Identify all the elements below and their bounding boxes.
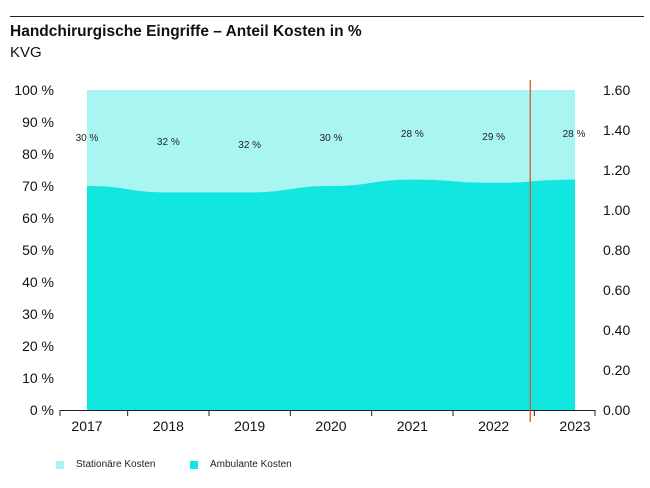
top-rule <box>10 16 644 17</box>
data-label-2017: 30 % <box>76 133 99 144</box>
y-right-tick-label: 0.80 <box>603 242 630 258</box>
data-label-2020: 30 % <box>320 133 343 144</box>
y-right-tick-label: 1.00 <box>603 202 630 218</box>
y-left-tick-label: 80 % <box>22 146 54 162</box>
y-right-tick-label: 0.20 <box>603 362 630 378</box>
legend-item-ambulant: Ambulante Kosten <box>190 459 292 470</box>
y-left-tick-label: 100 % <box>14 82 54 98</box>
y-right-tick-label: 0.00 <box>603 402 630 418</box>
data-label-2022: 29 % <box>482 132 505 143</box>
legend-item-stationaer: Stationäre Kosten <box>56 459 156 470</box>
data-label-2023: 28 % <box>563 129 586 140</box>
y-left-tick-label: 20 % <box>22 338 54 354</box>
x-tick-label-2017: 2017 <box>71 418 102 434</box>
y-left-tick-label: 50 % <box>22 242 54 258</box>
x-tick-label-2022: 2022 <box>478 418 509 434</box>
x-tick-label-2020: 2020 <box>315 418 346 434</box>
x-tick-label-2018: 2018 <box>153 418 184 434</box>
data-label-2018: 32 % <box>157 137 180 148</box>
data-label-2021: 28 % <box>401 129 424 140</box>
legend-label-ambulant: Ambulante Kosten <box>210 459 292 470</box>
y-right-tick-label: 1.20 <box>603 162 630 178</box>
x-tick-label-2019: 2019 <box>234 418 265 434</box>
chart-subtitle: KVG <box>10 44 42 61</box>
chart-title: Handchirurgische Eingriffe – Anteil Kost… <box>10 23 362 40</box>
y-left-tick-label: 40 % <box>22 274 54 290</box>
y-left-tick-label: 30 % <box>22 306 54 322</box>
x-tick-label-2021: 2021 <box>397 418 428 434</box>
y-right-tick-label: 1.40 <box>603 122 630 138</box>
y-left-tick-label: 0 % <box>30 402 54 418</box>
y-left-tick-label: 70 % <box>22 178 54 194</box>
y-left-tick-label: 10 % <box>22 370 54 386</box>
legend-label-stationaer: Stationäre Kosten <box>76 459 156 470</box>
area-ambulante-kosten <box>87 179 575 410</box>
legend-swatch-ambulant <box>190 460 198 469</box>
y-right-tick-label: 0.60 <box>603 282 630 298</box>
y-left-tick-label: 60 % <box>22 210 54 226</box>
y-right-tick-label: 1.60 <box>603 82 630 98</box>
y-left-tick-label: 90 % <box>22 114 54 130</box>
x-tick-label-2023: 2023 <box>559 418 590 434</box>
data-label-2019: 32 % <box>238 140 261 151</box>
y-right-tick-label: 0.40 <box>603 322 630 338</box>
legend-swatch-stationaer <box>56 460 64 469</box>
